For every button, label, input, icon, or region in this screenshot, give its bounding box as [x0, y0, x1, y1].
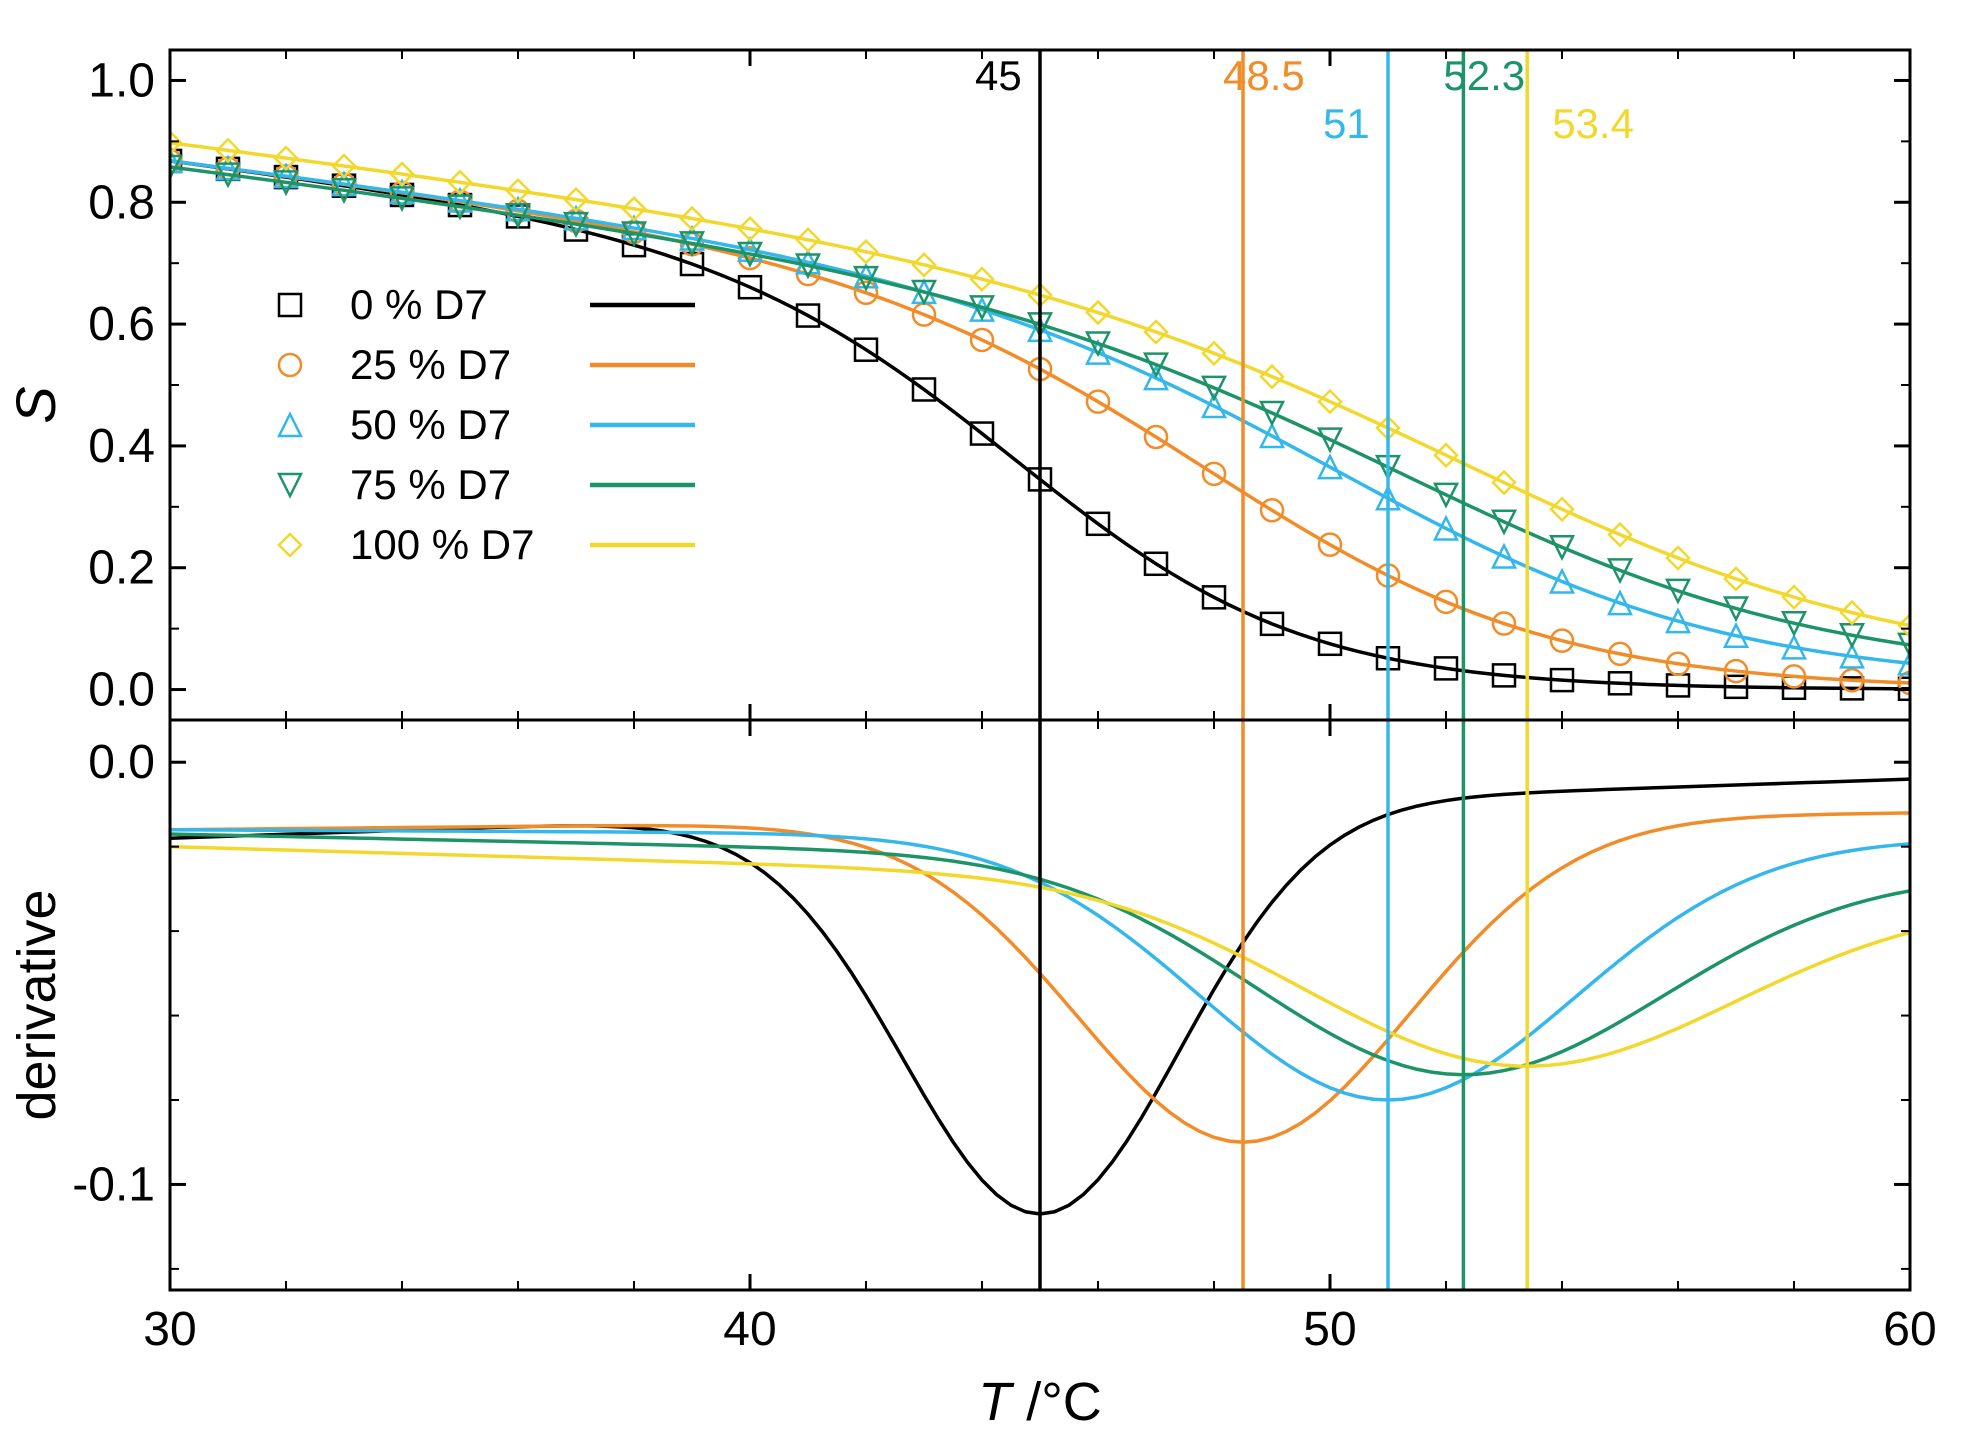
ytick-bot: -0.1: [72, 1158, 155, 1211]
ytick-top: 0.6: [88, 298, 155, 351]
xtick-label: 50: [1303, 1303, 1356, 1356]
chart-container: 30 40 50 60 0.0 0.2 0.4 0.6 0.8 1.0 -0.1 0.0 T /°C Sd…: [0, 0, 1975, 1455]
ytick-top: 0.8: [88, 176, 155, 229]
legend-label-3: 75 % D7: [350, 461, 511, 508]
chart-svg: 30 40 50 60 0.0 0.2 0.4 0.6 0.8 1.0 -0.1 0.0 T /°C Sd…: [0, 0, 1975, 1455]
annotation-label-1: 48.5: [1223, 52, 1305, 99]
yaxis-bot-label: derivative: [7, 889, 67, 1120]
ytick-top: 0.0: [88, 664, 155, 717]
annotation-label-2: 51: [1323, 100, 1370, 147]
ytick-top: 1.0: [88, 54, 155, 107]
ytick-bot: 0.0: [88, 736, 155, 789]
ytick-top: 0.2: [88, 542, 155, 595]
xaxis-label: T /°C: [978, 1372, 1102, 1432]
annotation-label-4: 53.4: [1552, 100, 1634, 147]
annotation-label-0: 45: [975, 52, 1022, 99]
legend-label-1: 25 % D7: [350, 341, 511, 388]
xtick-label: 30: [143, 1303, 196, 1356]
legend-label-4: 100 % D7: [350, 521, 534, 568]
annotation-label-3: 52.3: [1443, 52, 1525, 99]
yaxis-top-label: S: [4, 386, 67, 423]
ytick-top: 0.4: [88, 420, 155, 473]
xtick-label: 40: [723, 1303, 776, 1356]
xtick-label: 60: [1883, 1303, 1936, 1356]
legend-label-2: 50 % D7: [350, 401, 511, 448]
legend-label-0: 0 % D7: [350, 281, 488, 328]
